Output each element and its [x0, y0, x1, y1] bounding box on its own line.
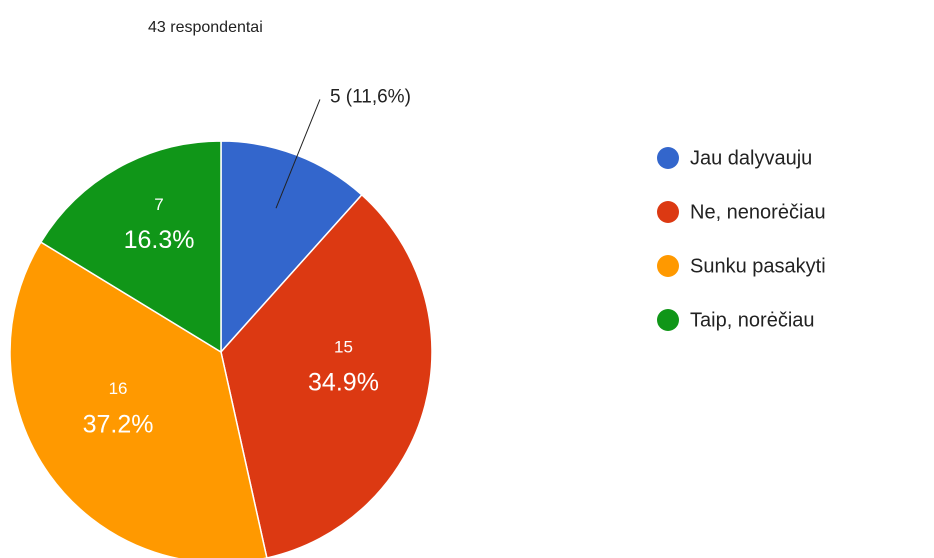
legend-label: Jau dalyvauju — [690, 147, 812, 169]
percent-label: 34.9% — [308, 369, 379, 397]
legend-label: Taip, norėčiau — [690, 309, 815, 331]
pie-slice — [9, 241, 268, 558]
legend-label: Ne, nenorėčiau — [690, 201, 826, 223]
pie-slice — [220, 193, 433, 558]
pie-slice — [39, 140, 222, 354]
legend-swatch — [657, 147, 679, 169]
percent-label: 37.2% — [83, 410, 154, 438]
leader-line — [275, 99, 321, 209]
chart-title: 43 respondentai — [148, 19, 263, 36]
legend-swatch — [657, 309, 679, 331]
percent-label: 16.3% — [124, 226, 195, 254]
legend-swatch — [657, 201, 679, 223]
data-label: 7 — [154, 195, 163, 214]
data-label: 15 — [334, 338, 353, 357]
pie-slice — [220, 140, 363, 354]
legend-swatch — [657, 255, 679, 277]
legend-label: Sunku pasakyti — [690, 255, 826, 277]
data-label: 5 (11,6%) — [330, 86, 411, 107]
data-label: 16 — [109, 379, 128, 398]
